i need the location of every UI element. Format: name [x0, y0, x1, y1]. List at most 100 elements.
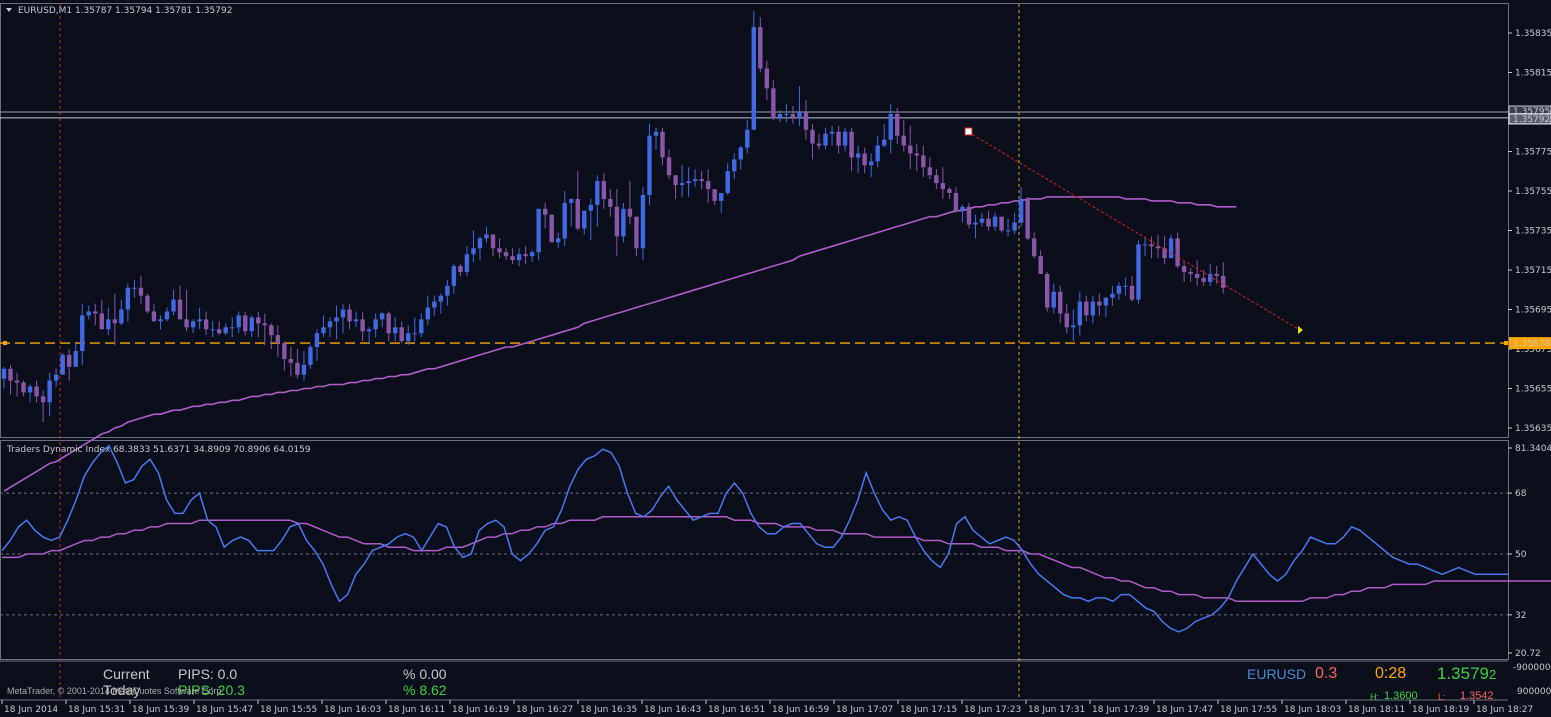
- candle-body: [190, 321, 196, 328]
- candle-body: [386, 313, 391, 334]
- candle-body: [119, 309, 124, 324]
- candle-body: [862, 153, 867, 166]
- current-price-label: 1.35792: [1513, 115, 1550, 125]
- price-tick-label: 1.35755: [1515, 187, 1551, 197]
- candle-body: [158, 319, 163, 322]
- level-anchor-left: [3, 341, 7, 346]
- candle-body: [1221, 275, 1226, 288]
- day-low: 1.3542: [1460, 690, 1494, 702]
- candle-body: [1194, 273, 1200, 278]
- time-tick-label: 18 Jun 16:27: [516, 705, 573, 715]
- pct-today: % 8.62: [403, 682, 447, 698]
- candle-body: [966, 206, 972, 225]
- indicator-tick-label: 50: [1515, 550, 1527, 560]
- candle-body: [399, 327, 404, 342]
- candle-body: [1181, 266, 1187, 272]
- candle-body: [451, 266, 457, 286]
- indicator-tick-label: 20.72: [1515, 649, 1541, 659]
- candle-body: [1071, 325, 1076, 328]
- level-anchor-right: [1504, 341, 1508, 346]
- candle-body: [1025, 198, 1030, 239]
- candle-body: [940, 183, 946, 190]
- prev-price-label: 1.35795: [1513, 107, 1550, 117]
- candle-body: [47, 380, 52, 403]
- copyright-text: MetaTrader, © 2001-2014 MetaQuotes Softw…: [7, 686, 224, 696]
- candle-body: [979, 218, 985, 223]
- candle-body: [523, 254, 528, 257]
- candle-body: [660, 131, 665, 158]
- candle-body: [262, 323, 267, 326]
- candle-body: [777, 113, 783, 118]
- candle-body: [712, 189, 717, 201]
- candle-body: [1045, 273, 1050, 308]
- candle-body: [823, 133, 828, 146]
- candle-body: [699, 179, 704, 182]
- candle-body: [406, 333, 411, 342]
- candle-body: [321, 327, 326, 334]
- candle-body: [1201, 277, 1206, 282]
- low-label: L:: [1438, 692, 1446, 702]
- indicator-tick-label: 81.3404: [1515, 444, 1551, 454]
- candle-body: [1155, 246, 1161, 249]
- candle-body: [347, 309, 352, 322]
- candle-body: [764, 68, 770, 89]
- candle-body: [621, 208, 626, 237]
- candle-body: [692, 179, 698, 182]
- level-price-label: 1.35678: [1513, 339, 1550, 349]
- time-tick-label: 18 Jun 16:03: [324, 705, 381, 715]
- candle-body: [53, 374, 59, 381]
- time-tick-label: 18 Jun 16:19: [452, 705, 509, 715]
- candles-group: [1, 11, 1226, 423]
- candle-body: [86, 311, 91, 316]
- candle-body: [314, 333, 320, 348]
- main-chart-frame: [0, 3, 1509, 438]
- time-tick-label: 18 Jun 18:11: [1348, 705, 1405, 715]
- candle-body: [288, 358, 294, 363]
- indicator-tick-label: 32: [1515, 611, 1526, 621]
- candle-body: [27, 386, 33, 393]
- candle-body: [1136, 244, 1141, 300]
- bar-timer: 0:28: [1375, 665, 1407, 682]
- candle-body: [14, 380, 20, 383]
- day-high: 1.3600: [1384, 690, 1418, 702]
- candle-body: [640, 194, 646, 249]
- candle-body: [992, 216, 998, 227]
- candle-body: [282, 343, 287, 359]
- candle-body: [425, 307, 430, 320]
- candle-body: [223, 327, 228, 334]
- time-tick-label: 18 Jun 18:27: [1476, 705, 1533, 715]
- bid-price: 1.3579: [1437, 664, 1489, 683]
- level-price-box: [1509, 337, 1551, 350]
- candle-body: [516, 254, 522, 261]
- time-tick-label: 18 Jun 16:35: [580, 705, 637, 715]
- candle-body: [1090, 301, 1096, 316]
- indicator-tick-label: 68: [1515, 489, 1527, 499]
- candle-body: [503, 252, 509, 257]
- candle-body: [705, 181, 711, 190]
- candle-body: [1097, 301, 1102, 306]
- time-tick-label: 18 Jun 15:39: [132, 705, 189, 715]
- candle-body: [536, 208, 541, 253]
- candle-body: [301, 364, 307, 375]
- spread-value: 0.3: [1315, 665, 1338, 682]
- candle-body: [353, 319, 359, 322]
- time-tick-label: 18 Jun 17:39: [1092, 705, 1149, 715]
- high-label: H:: [1370, 692, 1379, 702]
- candle-body: [60, 354, 65, 375]
- candle-body: [1142, 244, 1148, 246]
- candle-body: [295, 362, 300, 375]
- time-tick-label: 18 Jun 17:47: [1156, 705, 1213, 715]
- candle-body: [999, 216, 1004, 231]
- candle-body: [230, 327, 235, 329]
- candle-body: [67, 354, 72, 367]
- candle-body: [203, 319, 209, 330]
- candle-body: [445, 285, 450, 296]
- bid-small-digit: 2: [1489, 667, 1497, 682]
- time-tick-label: 18 Jun 16:11: [388, 705, 445, 715]
- candle-body: [164, 311, 170, 320]
- candle-body: [529, 252, 535, 257]
- candle-body: [627, 208, 633, 217]
- price-tick-label: 1.35675: [1515, 345, 1551, 355]
- candle-body: [1018, 198, 1024, 223]
- candle-body: [1051, 291, 1056, 308]
